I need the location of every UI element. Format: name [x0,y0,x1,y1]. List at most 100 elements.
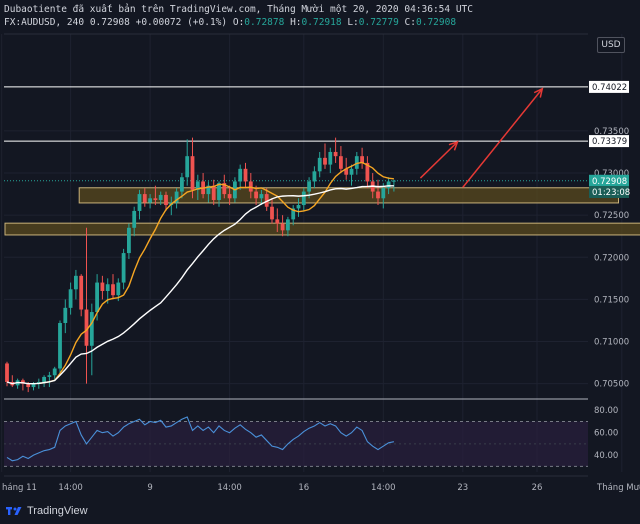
projection-arrow [419,141,459,179]
time-tick-label: 14:00 [58,483,83,493]
candle-body [100,282,105,291]
candle-body [344,168,349,175]
candle-body [291,208,296,220]
time-tick-label: 9 [147,483,152,493]
candle-body [259,194,264,199]
candle-body [164,194,168,206]
projection-arrow [462,88,543,188]
candle-body [376,191,380,199]
candle-body [392,180,396,182]
currency-button[interactable]: USD [597,37,625,53]
time-tick-label: 14:00 [371,483,396,493]
c-label: C: [404,17,416,28]
arrow-head [448,140,459,151]
candle-body [339,156,343,169]
candle-body [296,205,301,209]
candle-body [68,289,73,308]
symbol-label: FX:AUDUSD, 240 [4,17,85,28]
candle-body [227,194,232,199]
price-label-box [589,174,629,187]
candle-body [5,363,9,382]
candle-body [47,375,52,377]
price-tick-label: 0.73500 [594,127,629,137]
candle-body [381,188,386,199]
candle-body [270,206,274,220]
tradingview-logo-icon[interactable] [6,505,22,517]
candle-body [323,157,327,165]
candle-body [132,210,137,228]
o-value: 0.72878 [244,17,285,28]
candle-body [26,383,31,388]
candle-body [63,307,68,324]
price-tick-label: 0.72000 [594,253,629,263]
candle-body [84,309,89,346]
candle-body [206,185,211,195]
candle-body [365,162,370,182]
rsi-tick-label: 60.00 [594,429,618,439]
time-tick-label: 16 [298,483,309,493]
candle-body [386,181,391,189]
candle-body [105,284,110,291]
time-tick-label: 14:00 [217,483,242,493]
h-label: H: [290,17,302,28]
candle-body [190,156,195,190]
candle-body [217,183,221,200]
time-tick-label: 26 [532,483,543,493]
price-tick-label: 0.71500 [594,295,629,305]
price-tick-label: 0.71000 [594,338,629,348]
change-value: +0.00072 (+0.1%) [135,17,228,28]
candle-body [31,383,36,388]
arrows-layer [419,87,544,188]
candle-body [79,275,84,310]
candle-body [312,171,317,182]
candle-body [328,151,333,165]
candle-body [89,312,94,346]
time-axis[interactable]: háng 11 14:00 9 14:00 16 14:00 23 26 Tháng Mười [2,482,640,493]
candle-body [211,185,216,200]
rsi-line [6,416,395,462]
price-tick-label: 0.73000 [594,169,629,179]
support-zone [4,222,640,236]
ma-layer [6,161,394,385]
footer-brand[interactable]: TradingView [27,505,88,517]
price-label-text: 0.74022 [592,83,627,93]
hlines-layer [4,86,588,182]
candle-body [142,194,147,203]
sma-fast-line [38,161,394,385]
price-label-text: 0.73379 [592,137,627,147]
candle-body [280,223,285,231]
price-label-box [589,135,629,148]
candle-body [111,284,115,296]
candle-body [148,198,152,203]
candle-body [137,194,142,211]
price-tick-label: 0.72500 [594,211,629,221]
price-axis[interactable]: 0.73500 0.73000 0.72500 0.72000 0.71500 0.710… [589,80,630,390]
price-label-text: 0.72908 [592,177,627,187]
candle-body [354,156,359,169]
footer: TradingView [0,498,640,524]
publish-info: Dubaotiente đã xuất bản trên TradingView… [4,4,473,15]
candle-body [58,323,62,369]
rsi-tick-label: 40.00 [594,451,618,461]
candle-body [243,168,248,182]
l-label: L: [347,17,359,28]
price-label-box [589,185,629,198]
rsi-tick-label: 80.00 [594,406,618,416]
candle-body [317,157,322,172]
candle-body [333,151,338,157]
candle-body [360,156,364,163]
candle-body [174,191,179,203]
candle-body [21,380,25,384]
l-value: 0.72779 [358,17,399,28]
rsi-pane[interactable]: 80.00 60.00 40.00 [4,406,618,477]
candle-body [195,181,200,190]
candle-body [275,219,280,224]
candle-body [42,376,46,382]
candle-body [95,282,99,313]
candle-body [349,168,354,175]
time-tick-label: 23 [457,483,468,493]
price-tick-label: 0.70500 [594,380,629,390]
candle-body [301,191,306,206]
